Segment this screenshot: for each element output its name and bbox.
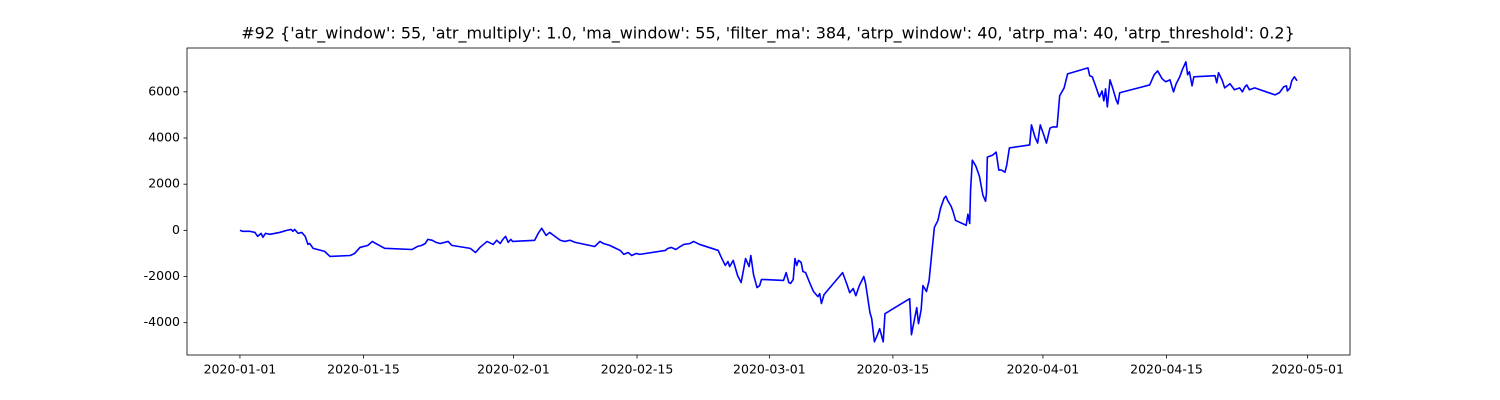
y-tick-label: 4000	[148, 130, 180, 145]
x-tick-label: 2020-03-15	[857, 362, 930, 377]
x-tick-label: 2020-03-01	[733, 362, 806, 377]
x-tick-label: 2020-04-01	[1007, 362, 1080, 377]
y-tick-label: 0	[172, 222, 180, 237]
chart-title: #92 {'atr_window': 55, 'atr_multiply': 1…	[241, 24, 1295, 44]
y-tick-label: 6000	[148, 83, 180, 98]
y-tick-label: -4000	[144, 314, 180, 329]
x-tick-label: 2020-01-01	[204, 362, 277, 377]
plot-frame	[186, 47, 1351, 356]
x-tick-label: 2020-01-15	[327, 362, 400, 377]
line-series	[239, 61, 1298, 343]
x-tick-label: 2020-04-15	[1130, 362, 1203, 377]
x-tick-label: 2020-02-15	[601, 362, 674, 377]
x-tick-label: 2020-02-01	[477, 362, 550, 377]
x-tick-label: 2020-05-01	[1271, 362, 1344, 377]
y-tick-label: 2000	[148, 176, 180, 191]
y-tick-label: -2000	[144, 268, 180, 283]
